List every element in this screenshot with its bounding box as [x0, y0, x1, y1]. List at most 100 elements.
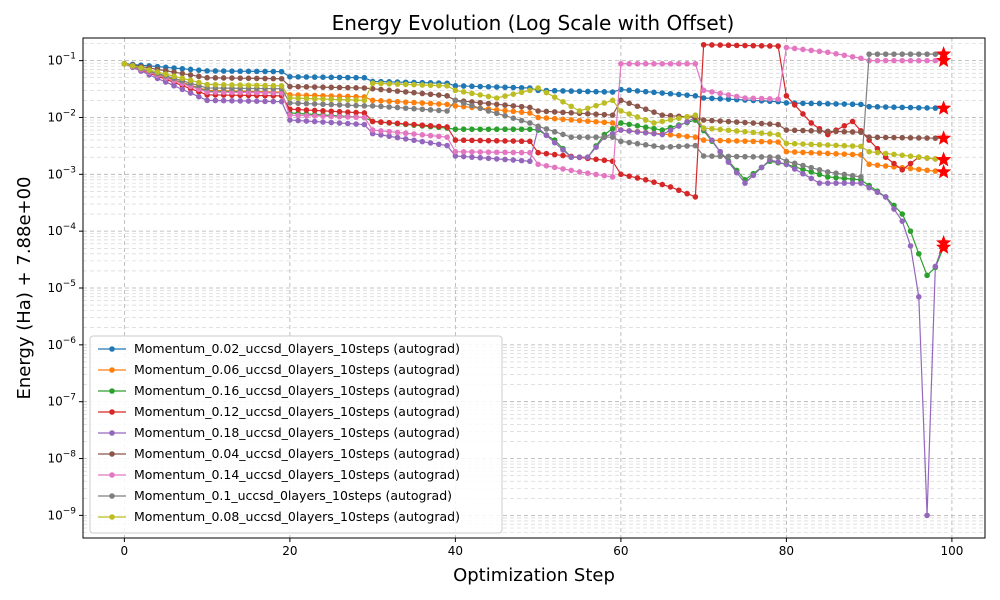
data-point — [237, 68, 244, 75]
data-point — [460, 137, 467, 144]
data-point — [767, 154, 773, 160]
data-point — [824, 142, 831, 148]
data-point — [345, 102, 351, 109]
data-point — [642, 142, 649, 148]
data-point — [270, 98, 277, 105]
data-point — [849, 151, 856, 158]
data-point — [444, 93, 450, 99]
data-point — [411, 105, 417, 112]
data-point — [121, 60, 128, 67]
data-point — [336, 96, 343, 103]
data-point — [353, 102, 359, 109]
data-point — [932, 51, 939, 57]
data-point — [833, 170, 839, 176]
data-point — [460, 153, 467, 160]
data-point — [866, 51, 872, 57]
series-layer — [121, 41, 947, 519]
data-point — [196, 73, 202, 80]
data-point — [485, 108, 492, 114]
data-point — [328, 74, 335, 81]
data-point — [924, 135, 930, 141]
data-point — [667, 127, 674, 134]
data-point — [278, 75, 285, 82]
data-point — [361, 121, 368, 128]
data-point — [601, 89, 608, 95]
data-point — [328, 96, 335, 103]
data-point — [551, 109, 558, 115]
data-point — [899, 51, 906, 57]
data-point — [452, 148, 459, 155]
data-point — [767, 96, 773, 102]
data-point — [783, 158, 790, 165]
data-point — [651, 130, 657, 137]
data-point — [154, 69, 161, 75]
data-point — [593, 111, 599, 117]
data-point — [502, 102, 508, 108]
data-point — [874, 57, 881, 64]
data-point — [800, 166, 806, 173]
data-point — [262, 98, 268, 105]
data-point — [212, 89, 219, 95]
data-point — [767, 131, 773, 137]
data-point — [502, 84, 508, 91]
data-point — [171, 82, 177, 89]
data-point — [758, 154, 765, 160]
data-point — [667, 184, 674, 190]
data-point — [808, 164, 815, 171]
data-point — [700, 41, 707, 48]
data-point — [767, 138, 773, 145]
data-point — [576, 117, 583, 124]
data-point — [402, 99, 409, 105]
data-point — [237, 89, 244, 96]
data-point — [469, 137, 475, 144]
data-point — [245, 89, 252, 96]
data-point — [775, 96, 781, 102]
data-point — [733, 42, 740, 49]
series-line — [124, 46, 944, 178]
data-point — [634, 88, 641, 94]
data-point — [311, 107, 318, 114]
data-point — [568, 110, 575, 116]
data-point — [584, 105, 591, 112]
data-point — [824, 174, 831, 180]
data-point — [733, 138, 740, 144]
data-point — [436, 82, 442, 89]
data-point — [460, 100, 467, 106]
legend-label: Momentum_0.18_uccsd_0layers_10steps (aut… — [134, 425, 460, 440]
data-point — [684, 113, 690, 120]
data-point — [841, 151, 848, 157]
data-point — [634, 103, 641, 110]
data-point — [584, 118, 591, 124]
data-point — [179, 75, 186, 82]
data-point — [419, 90, 426, 97]
data-point — [502, 112, 508, 119]
data-point — [179, 86, 186, 93]
data-point — [560, 109, 566, 116]
data-point — [642, 124, 649, 131]
data-point — [493, 126, 500, 133]
data-point — [336, 74, 343, 81]
data-point — [750, 95, 757, 102]
data-point — [518, 157, 525, 164]
data-point — [311, 74, 318, 80]
data-point — [824, 180, 831, 186]
data-point — [924, 155, 930, 161]
data-point — [659, 144, 666, 150]
data-point — [676, 132, 682, 139]
data-point — [758, 43, 765, 49]
data-point — [816, 48, 823, 55]
data-point — [502, 93, 508, 99]
data-point — [816, 141, 823, 148]
data-point — [568, 167, 575, 174]
data-point — [858, 129, 864, 136]
data-point — [907, 243, 914, 249]
data-point — [800, 141, 806, 147]
data-point — [618, 138, 624, 145]
data-point — [915, 166, 922, 173]
data-point — [924, 167, 930, 174]
data-point — [924, 51, 930, 57]
data-point — [452, 153, 459, 159]
data-point — [270, 82, 277, 89]
data-point — [320, 84, 326, 90]
data-point — [311, 118, 318, 125]
